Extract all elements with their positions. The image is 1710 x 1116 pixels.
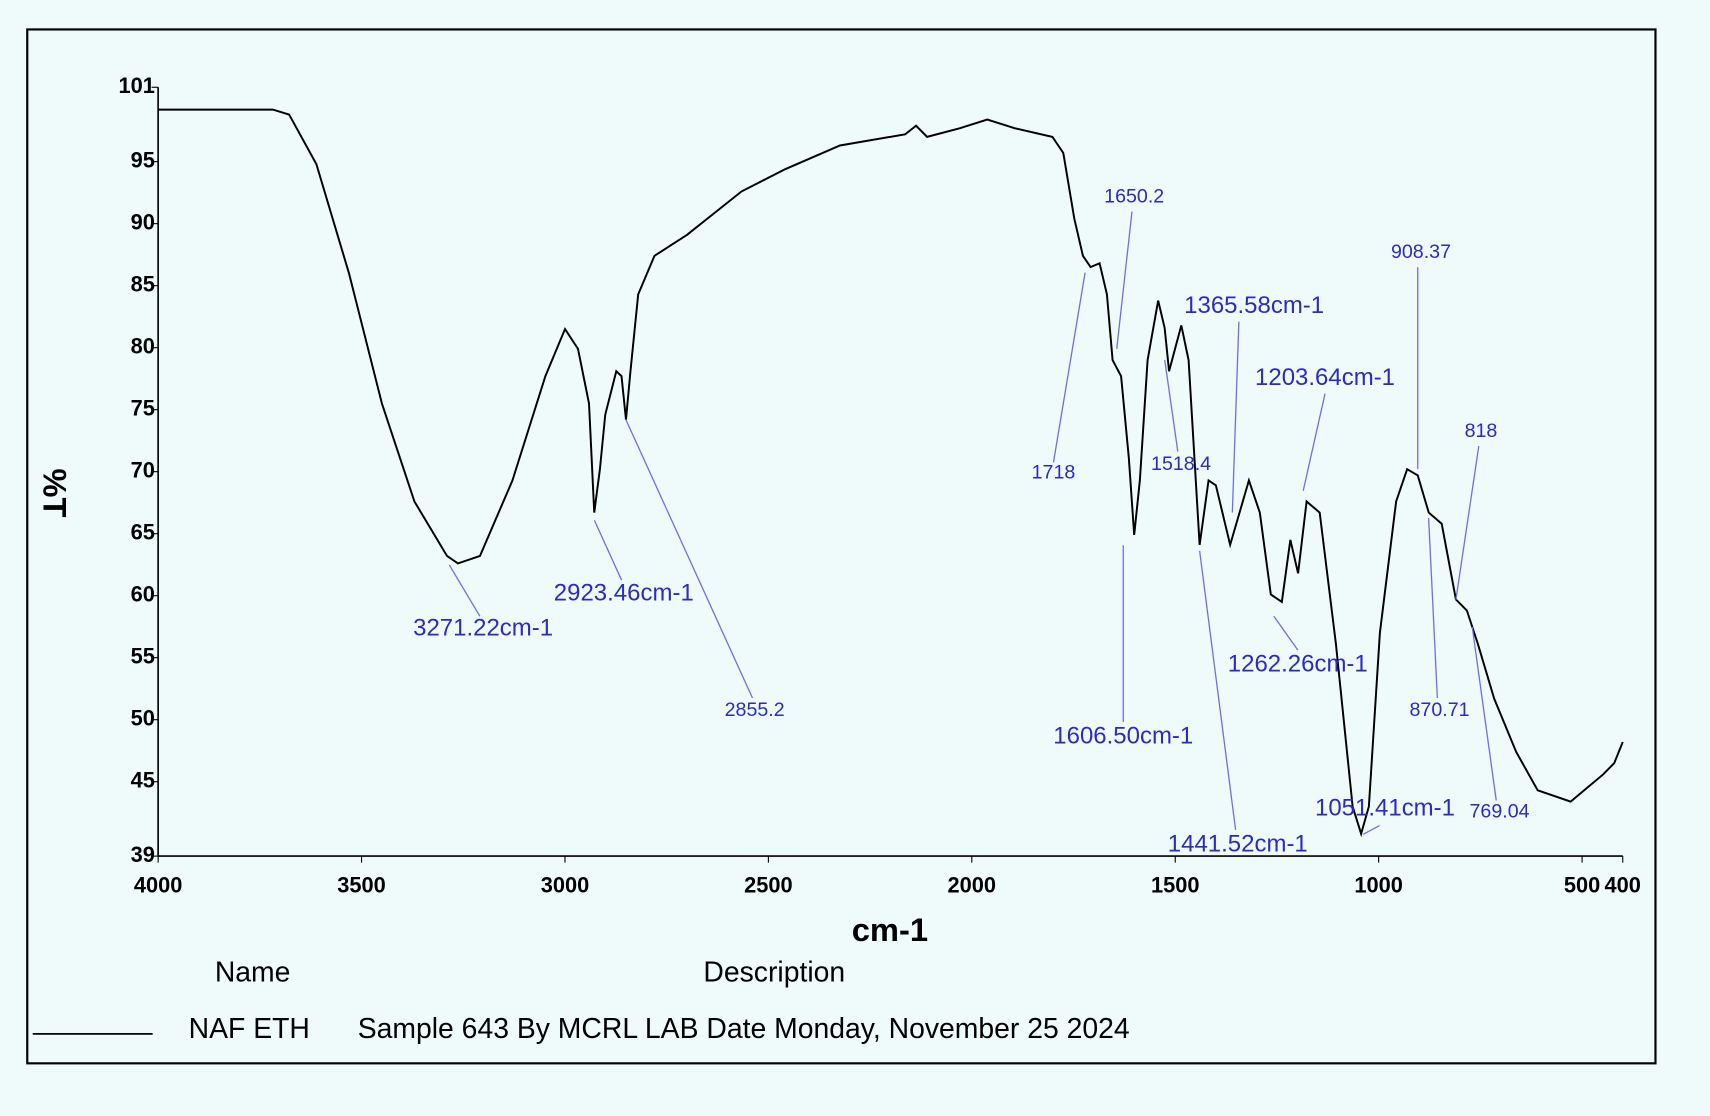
x-tick-label: 500 bbox=[1564, 872, 1600, 897]
annotation: 870.71 bbox=[1410, 699, 1470, 721]
legend-header: Description bbox=[703, 956, 845, 988]
x-tick-label: 3500 bbox=[337, 872, 385, 897]
annotation: 1262.26cm-1 bbox=[1228, 651, 1368, 678]
annotation-leader bbox=[1052, 272, 1086, 463]
annotation: 1365.58cm-1 bbox=[1184, 292, 1324, 319]
y-tick-label: 60 bbox=[131, 581, 155, 606]
y-tick-label: 85 bbox=[131, 271, 155, 296]
annotation-leader bbox=[1198, 550, 1237, 831]
x-tick-label: 2000 bbox=[948, 872, 996, 897]
y-tick-label: 45 bbox=[131, 767, 155, 792]
y-tick-label: 70 bbox=[131, 457, 155, 482]
annotation: 2923.46cm-1 bbox=[554, 580, 694, 607]
frame bbox=[26, 28, 1657, 1065]
y-tick-label: 55 bbox=[131, 643, 155, 668]
annotation-leader bbox=[1471, 626, 1497, 801]
annotation: 818 bbox=[1465, 420, 1498, 442]
x-tick-label: 1000 bbox=[1354, 872, 1402, 897]
y-tick-label: 80 bbox=[131, 333, 155, 358]
y-tick-label: 101 bbox=[118, 73, 154, 98]
y-axis-label: %T bbox=[37, 468, 74, 517]
legend-description: Sample 643 By MCRL LAB Date Monday, Nove… bbox=[358, 1013, 1130, 1045]
annotation: 1441.52cm-1 bbox=[1168, 831, 1308, 858]
annotation-leader bbox=[1273, 615, 1299, 651]
legend-name: NAF ETH bbox=[189, 1013, 310, 1045]
y-tick-label: 95 bbox=[131, 147, 155, 172]
annotation: 1518.4 bbox=[1151, 453, 1211, 475]
y-tick-label: 90 bbox=[131, 209, 155, 234]
annotation-leader bbox=[448, 564, 481, 617]
annotation: 908.37 bbox=[1391, 241, 1451, 263]
annotation: 2855.2 bbox=[725, 699, 785, 721]
annotation-leader bbox=[1455, 445, 1480, 600]
x-tick-label: 3000 bbox=[541, 872, 589, 897]
x-tick-label: 4000 bbox=[134, 872, 182, 897]
annotation-leader bbox=[1231, 321, 1240, 513]
annotation: 3271.22cm-1 bbox=[413, 615, 553, 642]
annotation: 1051.41cm-1 bbox=[1315, 795, 1455, 822]
annotation-leader bbox=[1302, 393, 1326, 491]
annotation-leader bbox=[1362, 824, 1380, 835]
annotation-leader bbox=[593, 519, 623, 581]
annotation: 1203.64cm-1 bbox=[1255, 364, 1395, 391]
annotation: 1718 bbox=[1032, 462, 1076, 484]
x-tick-label: 1500 bbox=[1151, 872, 1199, 897]
y-tick-label: 65 bbox=[131, 519, 155, 544]
annotation-leader bbox=[1116, 211, 1133, 350]
annotation-leader bbox=[1164, 359, 1179, 452]
annotation-leader bbox=[625, 419, 754, 699]
annotation: 1606.50cm-1 bbox=[1053, 723, 1193, 750]
x-axis-label: cm-1 bbox=[852, 911, 928, 948]
x-tick-label: 2500 bbox=[744, 872, 792, 897]
spectrum-line bbox=[158, 108, 1624, 838]
y-tick-label: 50 bbox=[131, 705, 155, 730]
legend-header: Name bbox=[215, 956, 291, 988]
y-tick-label: 75 bbox=[131, 395, 155, 420]
y-tick-label: 39 bbox=[131, 842, 155, 867]
x-tick-label: 400 bbox=[1605, 872, 1641, 897]
annotation: 1650.2 bbox=[1104, 186, 1164, 208]
annotation-leader bbox=[1427, 517, 1439, 699]
annotation: 769.04 bbox=[1470, 801, 1530, 823]
